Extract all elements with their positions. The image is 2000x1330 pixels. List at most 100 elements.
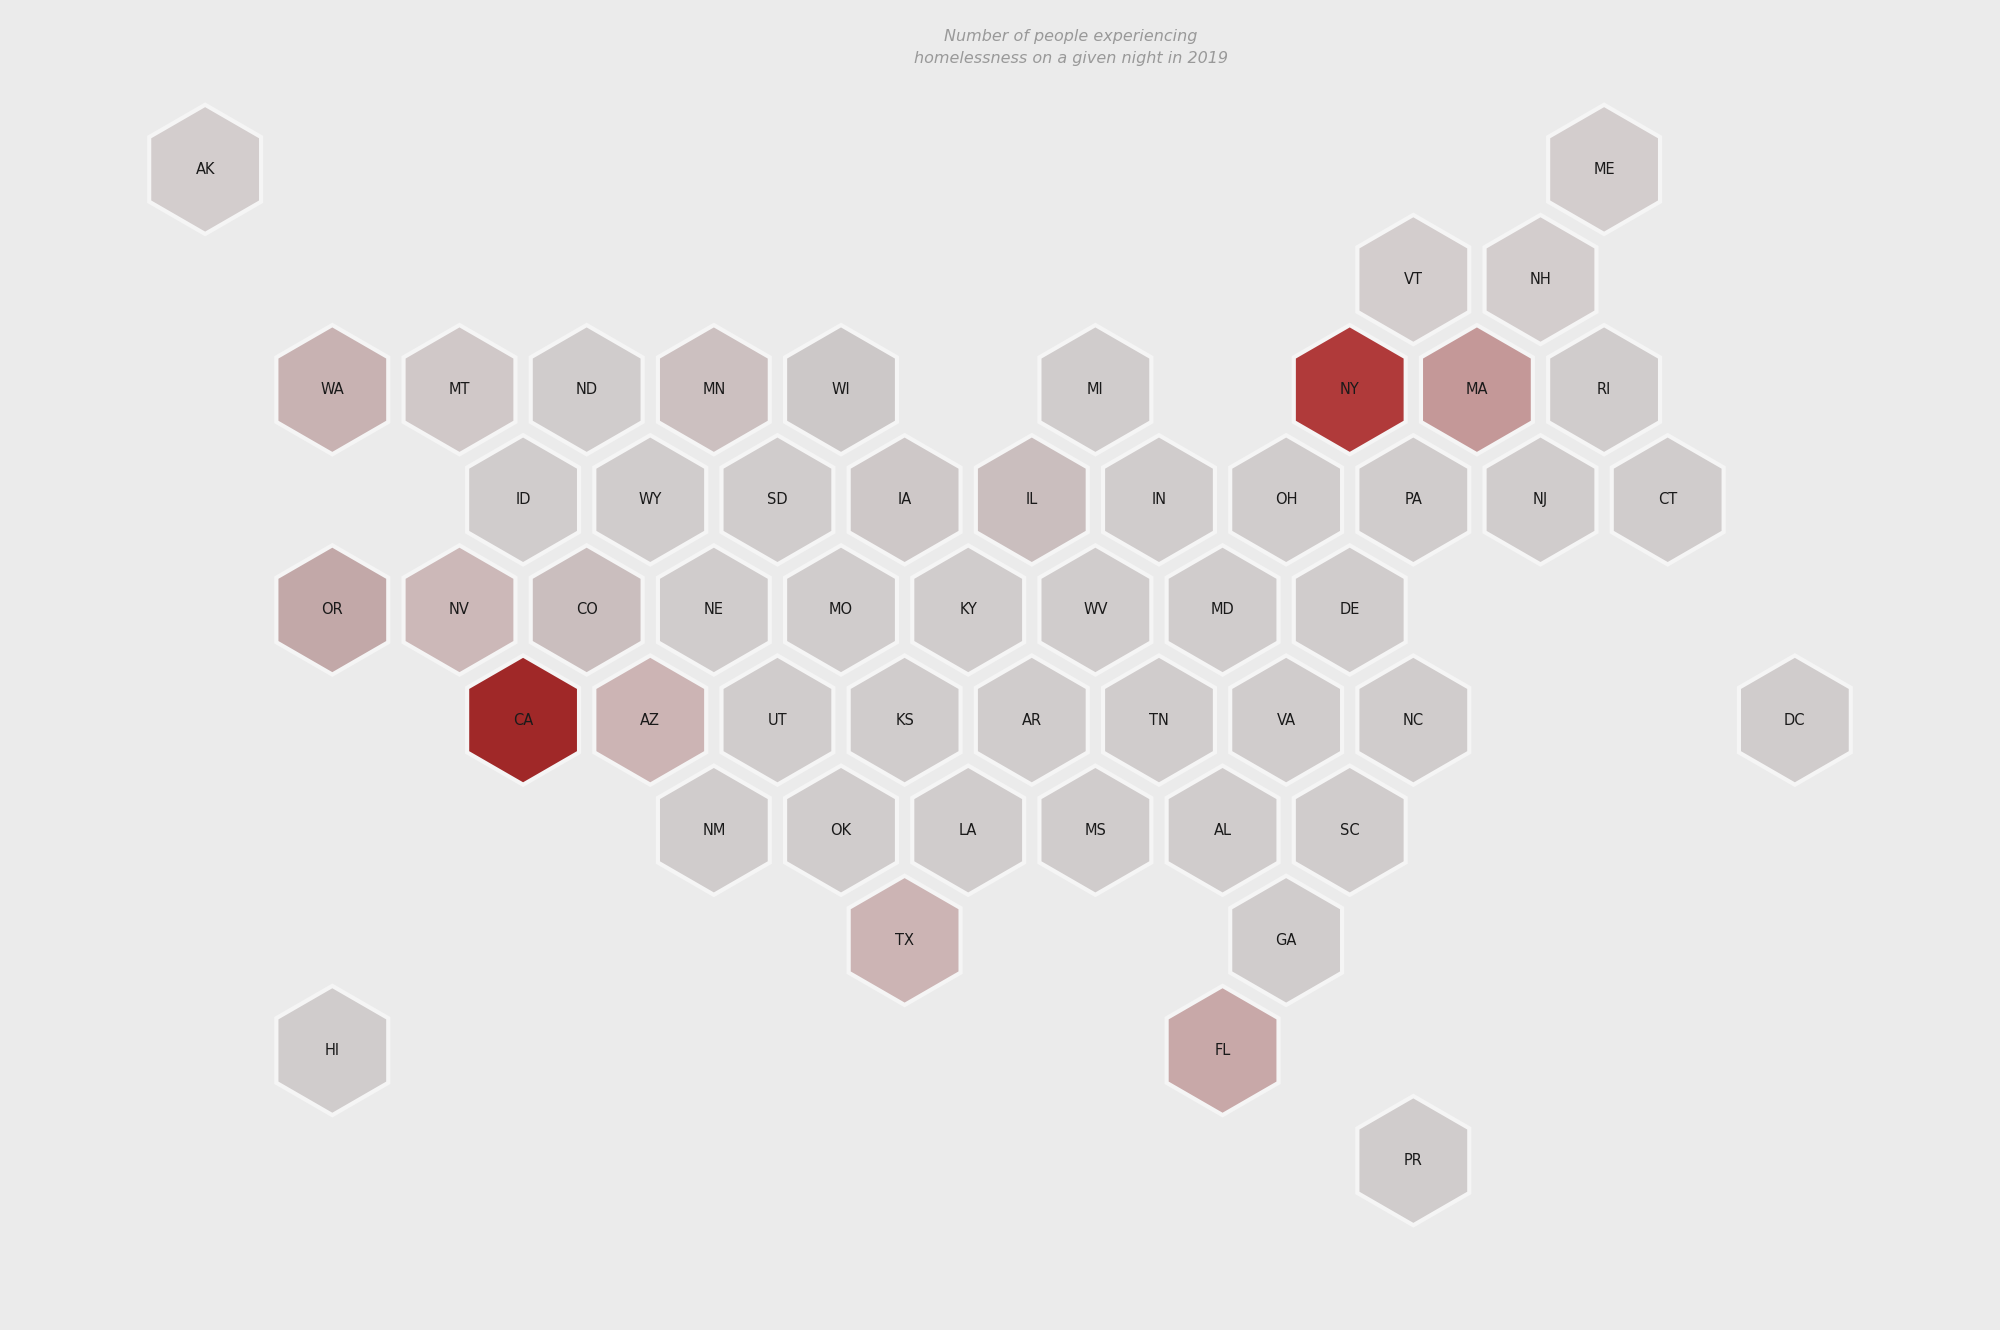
Polygon shape [658, 766, 770, 895]
Polygon shape [1040, 545, 1152, 674]
Polygon shape [1294, 325, 1406, 455]
Text: VA: VA [1276, 713, 1296, 728]
Polygon shape [1358, 656, 1470, 785]
Polygon shape [1612, 435, 1724, 564]
Polygon shape [1230, 656, 1342, 785]
Text: WV: WV [1084, 602, 1108, 617]
Text: TN: TN [1150, 713, 1168, 728]
Text: DE: DE [1340, 602, 1360, 617]
Text: MN: MN [702, 382, 726, 398]
Text: Number of people experiencing
homelessness on a given night in 2019: Number of people experiencing homelessne… [914, 29, 1228, 66]
Text: MI: MI [1088, 382, 1104, 398]
Text: OR: OR [322, 602, 344, 617]
Text: KY: KY [960, 602, 978, 617]
Polygon shape [786, 325, 896, 455]
Polygon shape [786, 766, 896, 895]
Text: AR: AR [1022, 713, 1042, 728]
Polygon shape [150, 105, 262, 234]
Text: PR: PR [1404, 1153, 1422, 1168]
Polygon shape [848, 656, 960, 785]
Text: GA: GA [1276, 932, 1296, 948]
Text: NJ: NJ [1532, 492, 1548, 507]
Polygon shape [1040, 766, 1152, 895]
Polygon shape [1420, 325, 1532, 455]
Polygon shape [1104, 656, 1214, 785]
Text: NY: NY [1340, 382, 1360, 398]
Polygon shape [848, 435, 960, 564]
Text: ID: ID [516, 492, 530, 507]
Polygon shape [404, 325, 516, 455]
Text: FL: FL [1214, 1043, 1230, 1057]
Text: NC: NC [1402, 713, 1424, 728]
Text: TX: TX [896, 932, 914, 948]
Polygon shape [1166, 545, 1278, 674]
Text: CT: CT [1658, 492, 1678, 507]
Text: NV: NV [450, 602, 470, 617]
Polygon shape [1358, 215, 1470, 344]
Polygon shape [1548, 105, 1660, 234]
Polygon shape [530, 325, 642, 455]
Polygon shape [276, 986, 388, 1115]
Polygon shape [786, 545, 896, 674]
Text: UT: UT [768, 713, 788, 728]
Text: OH: OH [1274, 492, 1298, 507]
Text: NH: NH [1530, 273, 1552, 287]
Polygon shape [1548, 325, 1660, 455]
Polygon shape [594, 435, 706, 564]
Text: IN: IN [1152, 492, 1166, 507]
Text: WI: WI [832, 382, 850, 398]
Text: MT: MT [448, 382, 470, 398]
Polygon shape [1104, 435, 1214, 564]
Text: IL: IL [1026, 492, 1038, 507]
Polygon shape [976, 435, 1088, 564]
Text: WY: WY [638, 492, 662, 507]
Text: NE: NE [704, 602, 724, 617]
Text: PA: PA [1404, 492, 1422, 507]
Text: WA: WA [320, 382, 344, 398]
Polygon shape [276, 545, 388, 674]
Polygon shape [1358, 435, 1470, 564]
Text: MS: MS [1084, 823, 1106, 838]
Polygon shape [658, 545, 770, 674]
Polygon shape [848, 875, 960, 1005]
Text: AZ: AZ [640, 713, 660, 728]
Polygon shape [1040, 325, 1152, 455]
Polygon shape [1166, 986, 1278, 1115]
Text: KS: KS [896, 713, 914, 728]
Polygon shape [530, 545, 642, 674]
Text: VT: VT [1404, 273, 1422, 287]
Text: SC: SC [1340, 823, 1360, 838]
Polygon shape [1738, 656, 1850, 785]
Text: AK: AK [196, 162, 214, 177]
Polygon shape [1230, 435, 1342, 564]
Text: HI: HI [324, 1043, 340, 1057]
Text: RI: RI [1596, 382, 1612, 398]
Text: MA: MA [1466, 382, 1488, 398]
Text: NM: NM [702, 823, 726, 838]
Text: MO: MO [828, 602, 854, 617]
Polygon shape [276, 325, 388, 455]
Polygon shape [1294, 545, 1406, 674]
Text: ME: ME [1594, 162, 1614, 177]
Text: CO: CO [576, 602, 598, 617]
Polygon shape [912, 545, 1024, 674]
Polygon shape [594, 656, 706, 785]
Text: CA: CA [512, 713, 534, 728]
Polygon shape [1484, 435, 1596, 564]
Text: AL: AL [1214, 823, 1232, 838]
Text: LA: LA [960, 823, 978, 838]
Text: MD: MD [1210, 602, 1234, 617]
Polygon shape [1230, 875, 1342, 1005]
Polygon shape [404, 545, 516, 674]
Polygon shape [468, 656, 580, 785]
Text: ND: ND [576, 382, 598, 398]
Text: IA: IA [898, 492, 912, 507]
Polygon shape [468, 435, 580, 564]
Polygon shape [722, 656, 834, 785]
Text: SD: SD [768, 492, 788, 507]
Polygon shape [722, 435, 834, 564]
Text: OK: OK [830, 823, 852, 838]
Polygon shape [912, 766, 1024, 895]
Polygon shape [1358, 1096, 1470, 1225]
Polygon shape [976, 656, 1088, 785]
